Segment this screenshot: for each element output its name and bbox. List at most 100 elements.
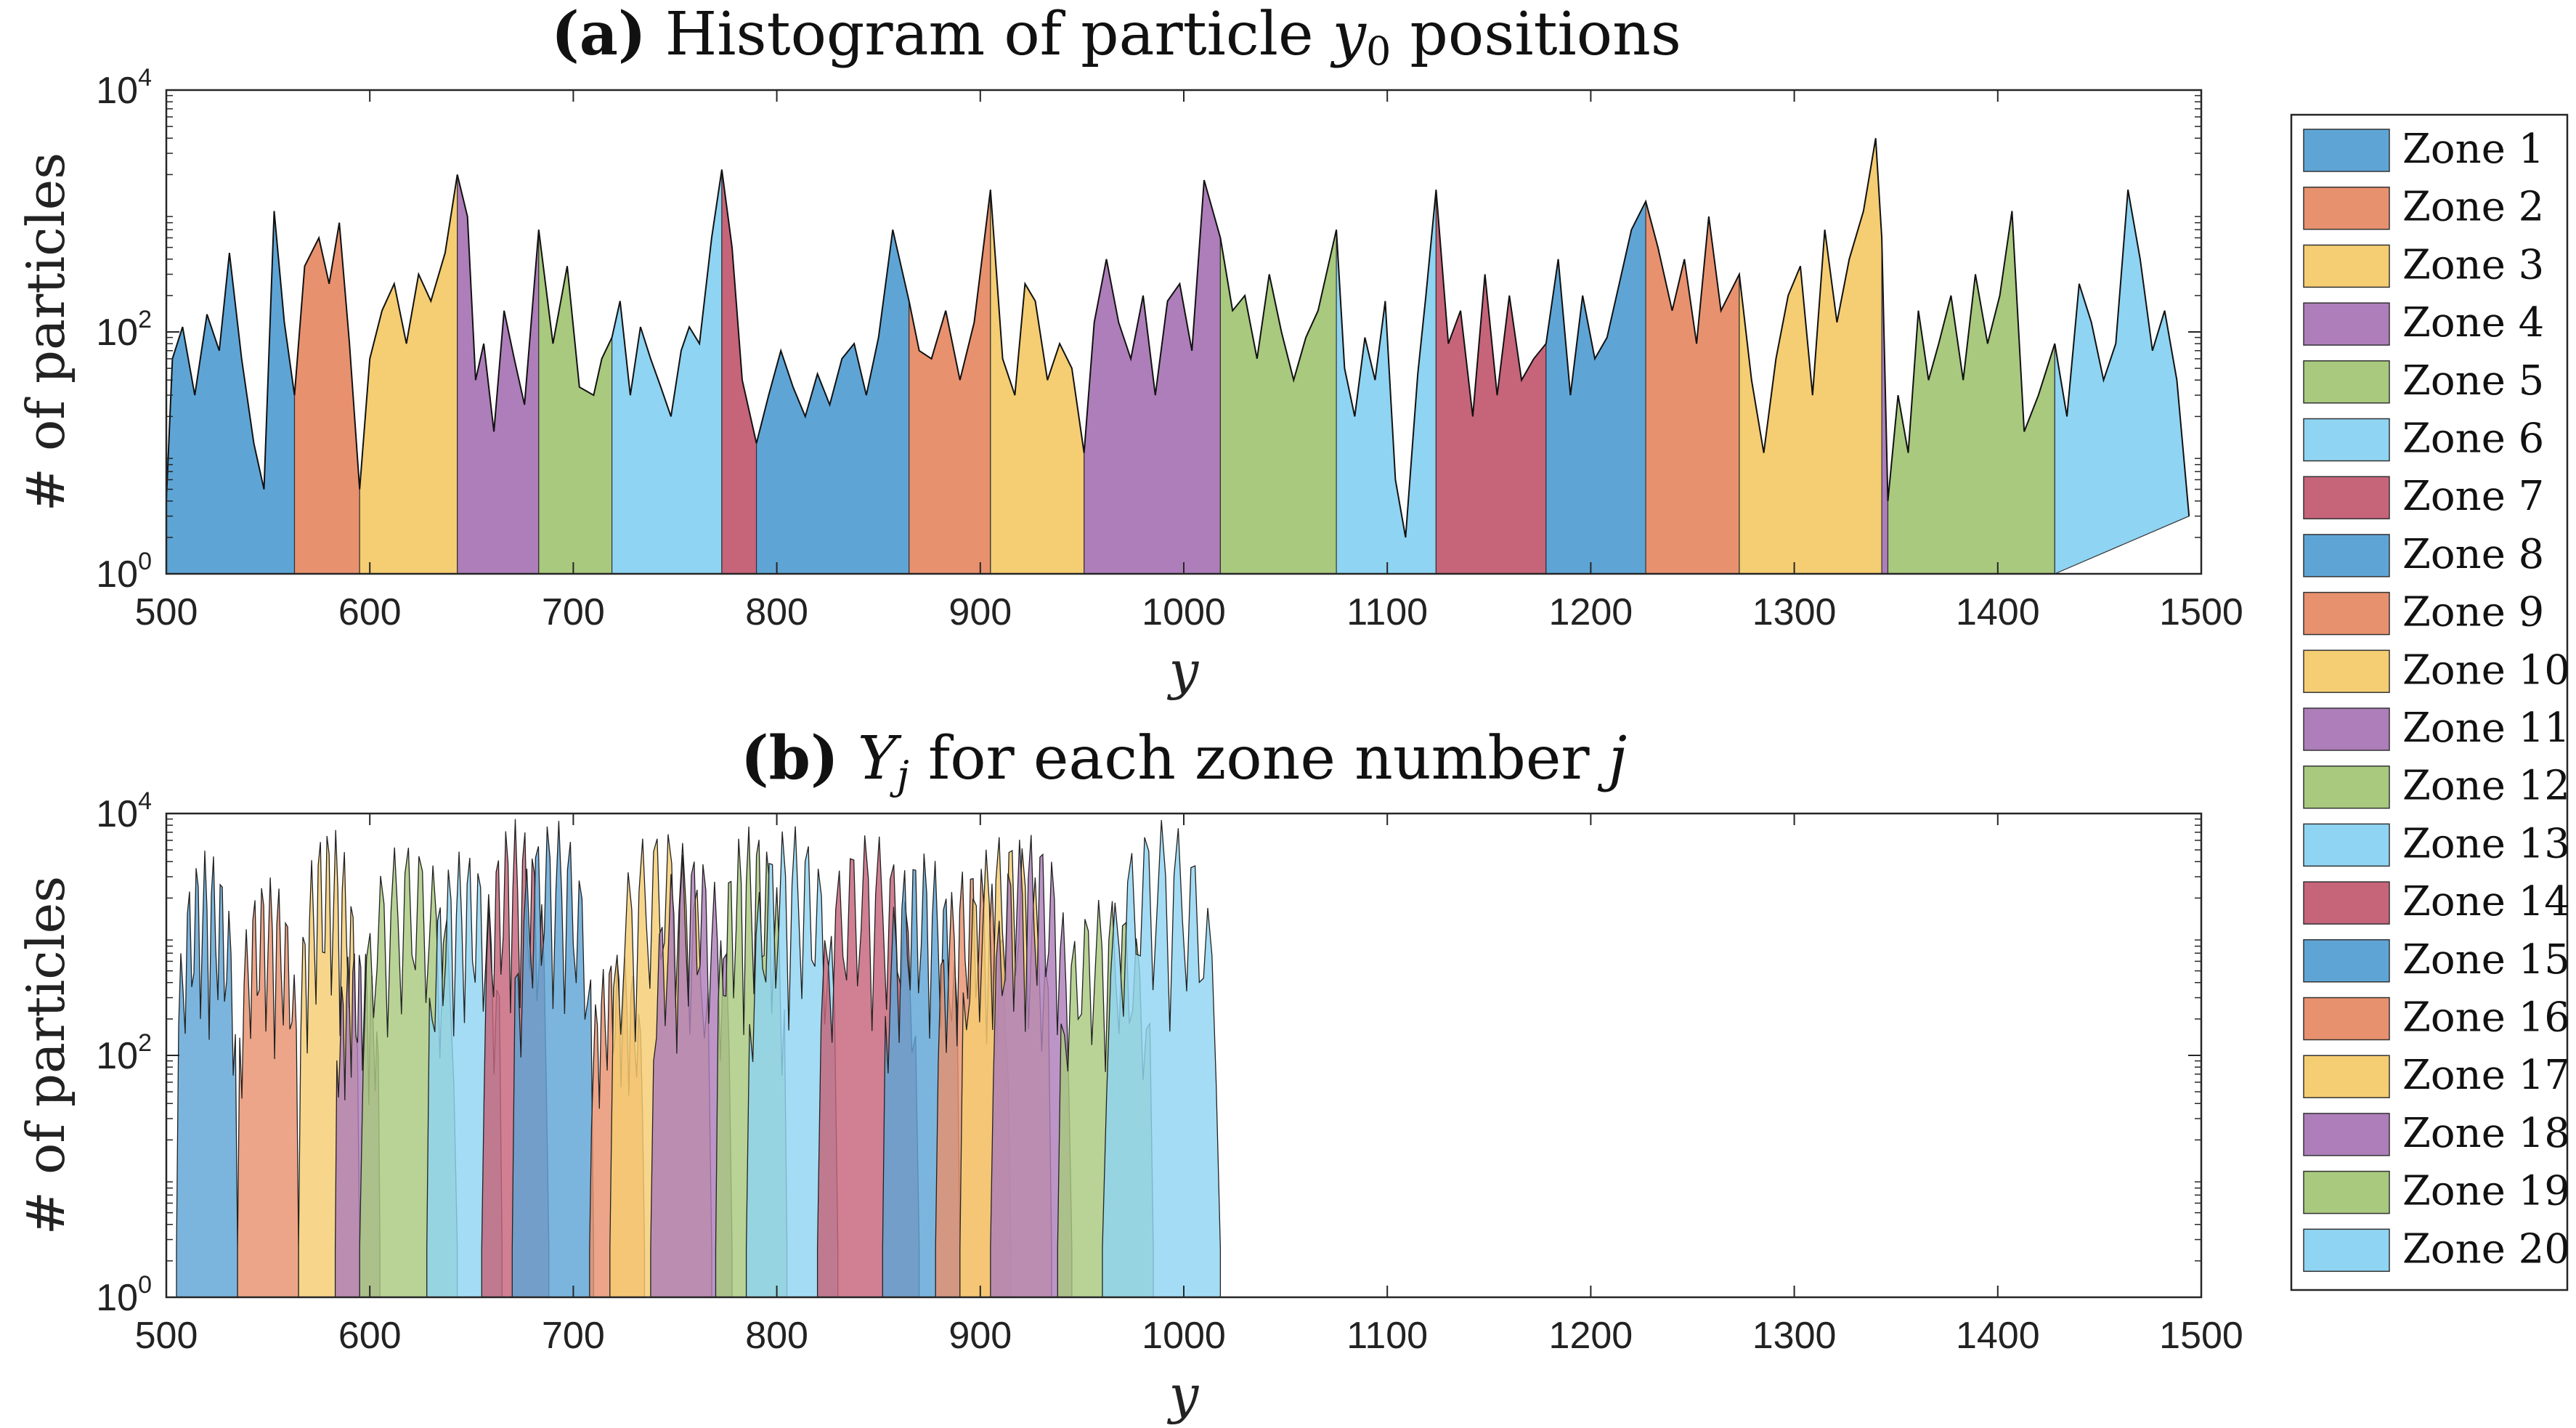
panel-b-title-var: Y <box>858 724 902 793</box>
x-tick-label: 600 <box>338 591 402 633</box>
zone-18-distribution <box>990 835 1073 1297</box>
y-tick-base: 10 <box>96 793 138 835</box>
legend-items: Zone 1 Zone 2 Zone 3 Zone 4 Zone 5 Zone 6 Zone… <box>2303 126 2570 1273</box>
legend-label: Zone 20 <box>2402 1225 2570 1273</box>
legend-swatch <box>2303 1055 2390 1098</box>
x-tick-label: 900 <box>948 591 1012 633</box>
legend-label: Zone 11 <box>2402 705 2570 752</box>
legend-label: Zone 8 <box>2402 531 2544 578</box>
legend-swatch <box>2303 1170 2390 1214</box>
x-tick-label: 1300 <box>1752 1315 1837 1357</box>
legend-label: Zone 13 <box>2402 820 2570 867</box>
y-tick-exponent: 2 <box>138 306 152 333</box>
zone-13-area <box>1336 190 1437 575</box>
legend-label: Zone 3 <box>2402 241 2544 288</box>
zone-7-area <box>721 169 757 575</box>
x-tick-label: 1200 <box>1549 591 1633 633</box>
panel-a-plot <box>166 138 2190 575</box>
x-tick-label: 1000 <box>1142 1315 1226 1357</box>
y-tick-label: 100 <box>96 548 152 596</box>
legend-label: Zone 9 <box>2402 589 2544 636</box>
zone-3-area <box>359 174 458 575</box>
y-tick-label: 104 <box>96 787 152 835</box>
histogram-line <box>166 138 2190 538</box>
y-tick-base: 10 <box>96 70 138 112</box>
legend-label: Zone 16 <box>2402 994 2570 1042</box>
panel-a-title-sub: 0 <box>1366 28 1391 74</box>
x-tick-label: 1000 <box>1142 591 1226 633</box>
zone-17-area <box>1739 138 1882 575</box>
x-tick-label: 800 <box>745 591 808 633</box>
y-tick-exponent: 0 <box>138 1271 152 1299</box>
y-tick-base: 10 <box>96 1277 138 1319</box>
panel-a-title-prefix: (a) <box>551 0 646 69</box>
x-tick-label: 1300 <box>1752 591 1837 633</box>
legend-swatch <box>2303 1113 2390 1156</box>
y-tick-base: 10 <box>96 553 138 596</box>
panel-b-plot <box>176 819 1222 1297</box>
legend-swatch <box>2303 939 2390 983</box>
legend-label: Zone 15 <box>2402 936 2570 983</box>
panel-a: (a) Histogram of particle y0 positions 5… <box>15 0 2243 701</box>
x-tick-label: 700 <box>542 591 605 633</box>
panel-a-title: (a) Histogram of particle y0 positions <box>551 0 1681 74</box>
y-tick-label: 102 <box>96 1029 152 1077</box>
x-tick-label: 500 <box>135 1315 198 1357</box>
x-tick-label: 600 <box>338 1315 402 1357</box>
panel-a-ylabel: # of particles <box>15 153 76 511</box>
zone-15-area <box>1545 201 1646 575</box>
zone-5-area <box>538 230 613 575</box>
panel-a-xlabel: y <box>1167 640 1200 701</box>
legend-swatch <box>2303 418 2390 462</box>
legend-swatch <box>2303 649 2390 694</box>
zone-9-area <box>909 190 991 575</box>
legend-label: Zone 7 <box>2402 473 2544 520</box>
x-tick-label: 1400 <box>1956 591 2040 633</box>
legend-label: Zone 14 <box>2402 878 2570 925</box>
panel-b-title-text: for each zone number <box>928 724 1590 793</box>
panel-b-ylabel: # of particles <box>15 876 76 1235</box>
legend-label: Zone 4 <box>2402 299 2544 346</box>
panel-a-title-var: y <box>1330 0 1368 69</box>
zone-10-area <box>990 190 1085 575</box>
x-tick-label: 1200 <box>1549 1315 1633 1357</box>
panel-b-xlabel: y <box>1167 1364 1200 1425</box>
legend-label: Zone 2 <box>2402 184 2544 231</box>
y-tick-exponent: 4 <box>138 64 152 92</box>
legend-swatch <box>2303 302 2390 346</box>
legend-label: Zone 1 <box>2402 126 2544 173</box>
y-tick-exponent: 4 <box>138 787 152 815</box>
x-tick-label: 900 <box>948 1315 1012 1357</box>
x-tick-label: 700 <box>542 1315 605 1357</box>
legend-swatch <box>2303 765 2390 809</box>
legend-swatch <box>2303 360 2390 404</box>
zone-12-area <box>1219 230 1337 575</box>
legend-swatch <box>2303 591 2390 636</box>
y-tick-label: 102 <box>96 306 152 354</box>
x-tick-label: 1100 <box>1346 591 1428 633</box>
legend-swatch <box>2303 534 2390 577</box>
y-tick-base: 10 <box>96 312 138 354</box>
legend-swatch <box>2303 476 2390 519</box>
legend-swatch <box>2303 244 2390 288</box>
legend-label: Zone 18 <box>2402 1110 2570 1157</box>
panel-b-title: (b) Yj for each zone number j <box>741 723 1627 798</box>
y-tick-label: 104 <box>96 64 152 112</box>
legend-label: Zone 12 <box>2402 763 2570 810</box>
panel-b: (b) Yj for each zone number j 500 600 700 8… <box>15 723 2243 1425</box>
zone-8-distribution <box>511 821 595 1297</box>
legend-swatch <box>2303 129 2390 172</box>
zone-20-area <box>2054 190 2190 575</box>
zone-20-distribution <box>1102 819 1222 1297</box>
legend-label: Zone 5 <box>2402 357 2544 405</box>
legend-label: Zone 10 <box>2402 646 2570 694</box>
zone-14-area <box>1435 190 1547 575</box>
legend-swatch <box>2303 1228 2390 1273</box>
zone-1-distribution <box>176 851 238 1297</box>
panel-b-areas <box>176 819 1222 1297</box>
legend-swatch <box>2303 186 2390 230</box>
x-tick-label: 800 <box>745 1315 808 1357</box>
legend-label: Zone 19 <box>2402 1168 2570 1215</box>
y-tick-exponent: 0 <box>138 548 152 575</box>
